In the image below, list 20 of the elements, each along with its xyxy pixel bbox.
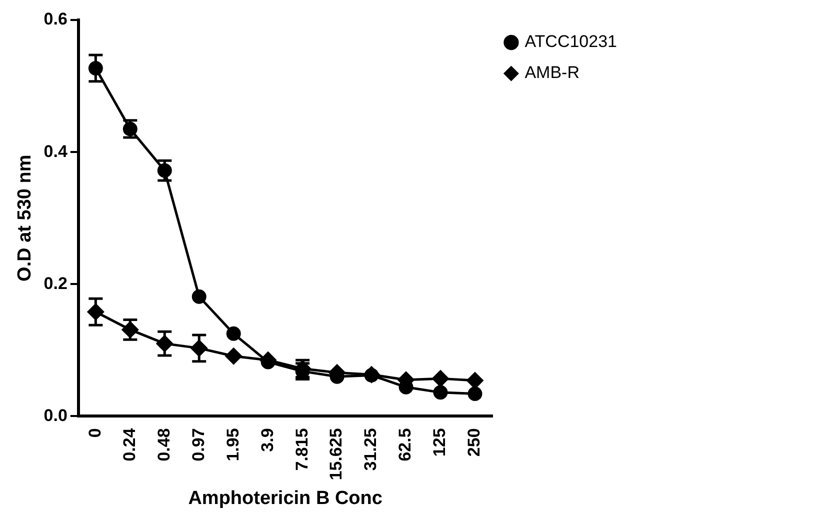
y-tick-label: 0.6 bbox=[44, 10, 68, 29]
x-tick-label: 250 bbox=[464, 428, 484, 457]
x-tick-label: 0 bbox=[85, 428, 104, 438]
x-tick-label: 15.625 bbox=[326, 428, 346, 480]
x-tick-label: 0.97 bbox=[188, 428, 208, 462]
y-tick-label: 0.0 bbox=[44, 406, 68, 425]
y-tick-label: 0.4 bbox=[44, 142, 68, 161]
x-tick-label: 125 bbox=[430, 428, 450, 457]
x-axis-title: Amphotericin B Conc bbox=[188, 488, 383, 509]
x-tick-label: 3.9 bbox=[258, 428, 277, 452]
x-tick-label: 62.5 bbox=[396, 428, 415, 462]
legend-label: ATCC10231 bbox=[524, 32, 618, 52]
x-tick-label: 7.815 bbox=[292, 428, 312, 471]
x-tick-label: 31.25 bbox=[361, 428, 380, 471]
x-tick-label: 0.48 bbox=[154, 428, 174, 462]
legend-label: AMB-R bbox=[524, 63, 580, 82]
y-axis-title: O.D at 530 nm bbox=[14, 154, 36, 282]
x-tick-label: 0.24 bbox=[120, 428, 139, 462]
x-tick-label: 1.95 bbox=[223, 428, 242, 462]
y-tick-label: 0.2 bbox=[44, 274, 68, 293]
